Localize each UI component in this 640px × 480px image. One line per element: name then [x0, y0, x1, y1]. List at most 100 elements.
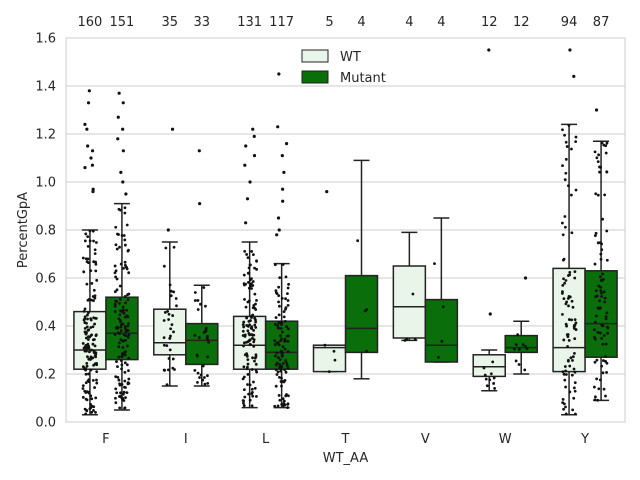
strip-point	[524, 345, 528, 349]
strip-point	[605, 141, 609, 145]
strip-point	[411, 292, 415, 296]
strip-point	[564, 412, 568, 416]
strip-point	[599, 331, 602, 335]
strip-point	[602, 387, 606, 391]
strip-point	[118, 298, 122, 301]
x-tick-label: F	[102, 432, 109, 447]
strip-point	[124, 334, 128, 338]
strip-point	[86, 244, 90, 248]
strip-point	[273, 354, 277, 358]
strip-point	[564, 369, 568, 373]
strip-point	[90, 356, 93, 360]
strip-point	[84, 330, 87, 334]
strip-point	[166, 368, 170, 372]
strip-point	[87, 378, 91, 381]
strip-point	[116, 326, 120, 330]
strip-point	[599, 289, 603, 293]
outlier-point	[244, 144, 248, 148]
strip-point	[573, 389, 577, 393]
strip-point	[243, 395, 247, 399]
strip-point	[285, 325, 288, 329]
outlier-point	[248, 180, 252, 184]
strip-point	[248, 323, 251, 327]
strip-point	[87, 380, 91, 383]
strip-point	[127, 271, 131, 275]
strip-point	[599, 257, 603, 261]
strip-point	[90, 298, 93, 302]
strip-point	[115, 277, 119, 281]
strip-point	[165, 344, 169, 348]
strip-point	[114, 401, 118, 405]
strip-point	[93, 354, 97, 358]
outlier-point	[487, 48, 491, 52]
count-label-wt: 4	[405, 15, 413, 30]
count-label-mutant: 4	[437, 15, 445, 30]
strip-point	[87, 344, 91, 348]
strip-point	[124, 396, 127, 400]
strip-point	[281, 345, 285, 349]
strip-point	[485, 384, 489, 388]
strip-point	[602, 290, 606, 294]
strip-point	[245, 316, 249, 320]
strip-point	[243, 298, 246, 301]
box-mutant-W	[504, 334, 538, 354]
strip-point	[250, 277, 253, 281]
strip-point	[573, 270, 577, 274]
strip-point	[244, 305, 248, 309]
strip-point	[85, 398, 89, 402]
strip-point	[254, 355, 258, 359]
strip-point	[251, 394, 255, 398]
strip-point	[253, 359, 256, 363]
strip-point	[599, 165, 603, 169]
strip-point	[123, 238, 127, 242]
strip-point	[253, 292, 257, 296]
strip-point	[600, 364, 604, 368]
strip-point	[126, 324, 130, 328]
strip-point	[248, 383, 252, 387]
outlier-point	[244, 221, 248, 225]
strip-point	[113, 310, 117, 313]
strip-point	[115, 288, 119, 292]
strip-point	[594, 231, 598, 235]
strip-point	[93, 252, 97, 256]
outlier-point	[282, 170, 286, 174]
strip-point	[88, 335, 92, 339]
strip-point	[87, 297, 91, 301]
strip-point	[249, 284, 253, 288]
count-label-mutant: 87	[593, 15, 610, 30]
strip-point	[89, 394, 93, 398]
strip-point	[124, 338, 127, 342]
strip-point	[123, 211, 127, 215]
strip-point	[563, 133, 567, 137]
strip-point	[93, 296, 97, 300]
outlier-point	[281, 187, 285, 191]
strip-point	[85, 325, 89, 329]
strip-point	[119, 325, 123, 329]
strip-point	[603, 193, 607, 197]
strip-point	[273, 263, 277, 267]
legend-swatch-mutant	[301, 70, 329, 84]
outlier-point	[568, 48, 572, 52]
strip-point	[278, 276, 282, 280]
strip-point	[491, 360, 495, 364]
strip-point	[247, 271, 251, 275]
strip-point	[247, 266, 251, 270]
strip-point	[95, 278, 99, 282]
strip-point	[279, 327, 283, 330]
strip-point	[122, 312, 126, 315]
strip-point	[565, 300, 568, 304]
strip-point	[286, 366, 290, 370]
strip-point	[274, 384, 278, 388]
strip-point	[562, 257, 566, 261]
outlier-point	[276, 216, 281, 220]
strip-point	[83, 321, 87, 325]
strip-point	[602, 334, 606, 337]
strip-point	[600, 141, 604, 145]
strip-point	[280, 296, 284, 300]
strip-point	[85, 364, 89, 368]
strip-point	[281, 380, 285, 383]
outlier-point	[86, 101, 91, 105]
strip-point	[201, 378, 205, 382]
strip-point	[433, 262, 436, 266]
outlier-point	[87, 89, 91, 93]
